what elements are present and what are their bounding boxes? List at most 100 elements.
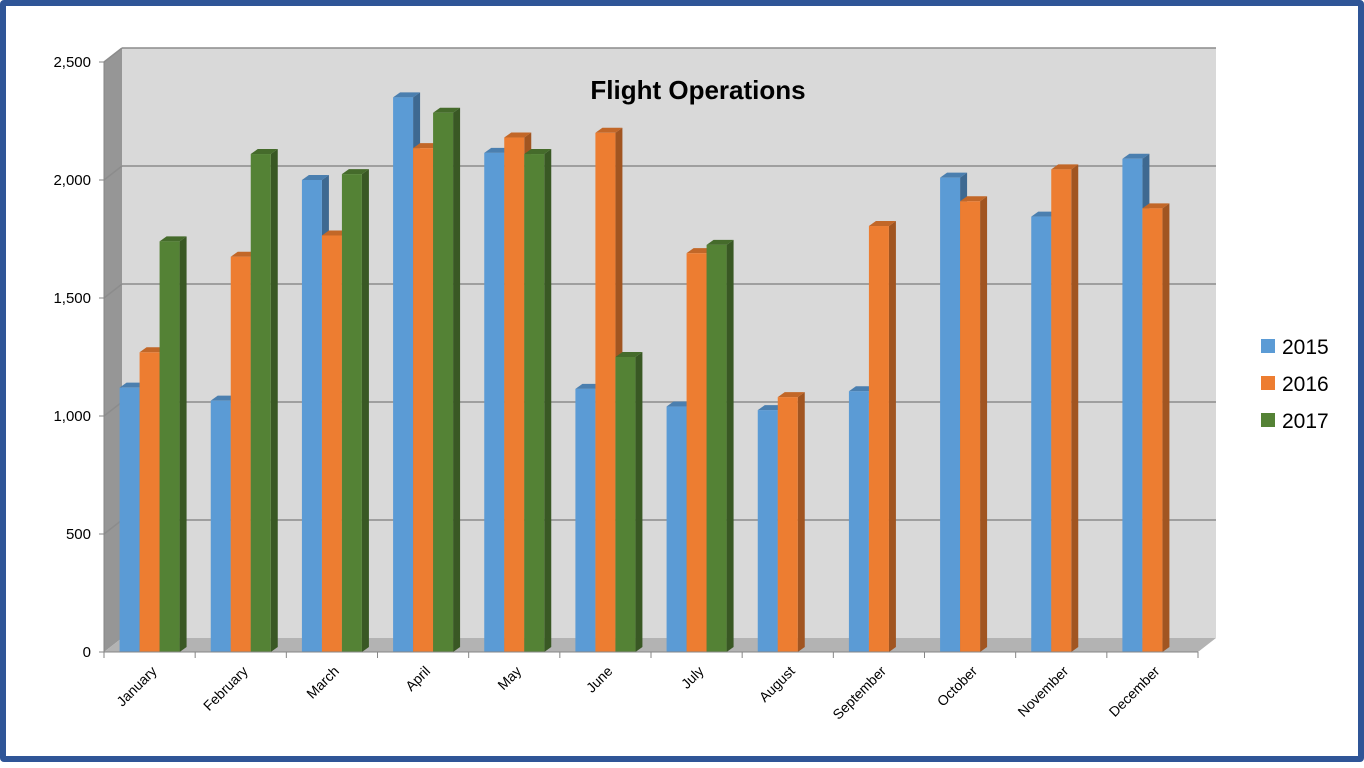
bar-side — [270, 149, 278, 653]
bar-front — [777, 397, 798, 652]
bar-2017-june — [615, 352, 643, 652]
bar-front — [1122, 158, 1143, 652]
x-tick-labels: January February March April May June July Augu… — [103, 652, 1199, 723]
x-tick-label: November — [1014, 663, 1071, 720]
bar-side — [726, 239, 734, 652]
bar-top — [706, 239, 734, 245]
bar-side — [635, 352, 643, 652]
gridline-side — [103, 283, 123, 299]
bar-top — [341, 169, 369, 175]
x-tick-label: August — [756, 663, 798, 705]
bar-side — [888, 221, 896, 652]
bar-front — [757, 410, 778, 652]
gridline-side — [103, 519, 123, 535]
bar-front — [615, 357, 636, 652]
bar-front — [686, 253, 707, 652]
x-tick-label: July — [678, 663, 707, 692]
bar-2017-january — [159, 236, 187, 653]
chart-title: Flight Operations — [590, 75, 805, 105]
bar-front — [960, 201, 981, 653]
bar-top — [615, 352, 643, 357]
bar-side — [1071, 164, 1079, 652]
bar-top — [868, 221, 896, 227]
bar-top — [504, 132, 532, 138]
bar-front — [484, 152, 505, 653]
x-tick-label: June — [583, 663, 616, 696]
bar-front — [250, 154, 271, 653]
bar-side — [980, 196, 988, 653]
bar-front — [433, 112, 454, 653]
bar-2017-march — [341, 169, 369, 652]
bar-front — [230, 256, 251, 652]
y-tick-label: 2,000 — [53, 172, 91, 189]
bar-2016-august — [777, 392, 805, 652]
bar-front — [848, 391, 869, 652]
bar-front — [210, 400, 231, 652]
bar-front — [321, 235, 342, 652]
legend-swatch-2017 — [1261, 413, 1275, 427]
y-tick-label: 1,000 — [53, 408, 91, 425]
y-tick-label: 1,500 — [53, 290, 91, 307]
bar-front — [341, 174, 362, 652]
bar-2016-november — [1051, 164, 1079, 652]
bar-front — [393, 97, 414, 652]
bar-front — [1051, 169, 1072, 652]
bar-front — [575, 388, 596, 652]
legend-label-2016: 2016 — [1282, 373, 1329, 396]
bar-front — [301, 180, 322, 652]
bar-top — [940, 172, 968, 178]
bar-top — [250, 149, 278, 155]
bar-front — [1031, 216, 1052, 652]
x-tick-label: February — [200, 663, 251, 714]
bar-front — [139, 352, 160, 652]
legend-label-2015: 2015 — [1282, 336, 1329, 359]
gridline-side — [103, 47, 123, 63]
bar-2017-april — [433, 107, 461, 653]
bar-front — [119, 387, 140, 652]
bar-top — [1142, 203, 1170, 209]
y-tick-label: 500 — [66, 526, 91, 543]
bar-top — [777, 392, 805, 398]
bar-2016-september — [868, 221, 896, 652]
y-tick-label: 2,500 — [53, 54, 91, 71]
bar-side — [544, 149, 552, 653]
bar-2016-december — [1142, 203, 1170, 652]
bar-side — [453, 107, 461, 653]
bar-side — [797, 392, 805, 652]
legend-label-2017: 2017 — [1282, 410, 1329, 433]
bar-top — [301, 175, 329, 180]
plot-floor — [104, 638, 1216, 652]
x-tick-label: September — [829, 663, 889, 723]
bar-2016-october — [960, 196, 988, 653]
y-tick-labels: 0 500 1,000 1,500 2,000 2,500 — [53, 54, 104, 661]
bar-top — [159, 236, 187, 242]
x-tick-label: October — [934, 663, 981, 710]
flight-operations-chart: 0 500 1,000 1,500 2,000 2,500 January February… — [53, 47, 1329, 723]
bar-front — [413, 148, 434, 652]
bar-2017-may — [524, 149, 552, 653]
bar-front — [595, 132, 616, 653]
x-tick-label: December — [1106, 663, 1163, 720]
bar-top — [1122, 153, 1150, 159]
bar-side — [361, 169, 369, 652]
bar-top — [595, 127, 623, 133]
legend-swatch-2015 — [1261, 339, 1275, 353]
bar-front — [666, 406, 687, 652]
legend-swatch-2016 — [1261, 376, 1275, 390]
bar-front — [524, 154, 545, 653]
legend: 2015 2016 2017 — [1261, 336, 1329, 433]
bar-top — [433, 107, 461, 113]
bar-front — [1142, 208, 1163, 652]
x-tick-label: January — [113, 663, 160, 710]
bar-top — [393, 92, 421, 98]
bar-2017-february — [250, 149, 278, 653]
bar-front — [868, 226, 889, 652]
bar-side — [179, 236, 187, 653]
bar-2017-july — [706, 239, 734, 652]
bar-front — [706, 244, 727, 652]
x-tick-label: May — [494, 663, 524, 693]
bar-side — [1162, 203, 1170, 652]
x-tick-label: March — [303, 663, 342, 702]
bar-front — [940, 177, 961, 652]
